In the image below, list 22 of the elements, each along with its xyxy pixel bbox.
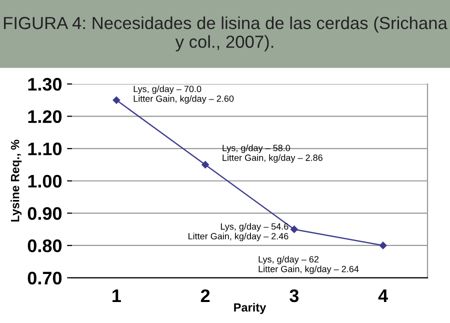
annotation: Lys, g/day – 62 Litter Gain, kg/day – 2.64 [258,256,359,274]
x-tick-label: 1 [112,290,121,302]
point [379,242,387,250]
y-tick-label: 1.30 [28,78,62,91]
annotation: Lys, g/day – 54.6 Litter Gain, kg/day – 2.46 [188,223,288,242]
chart-title: FIGURA 4: Necesidades de lisina de las cerdas (Srichana y col., 2007). [4,16,448,52]
annotation: Lys, g/day – 70.0 Litter Gain, kg/day – 2.60 [134,86,234,104]
point [202,161,209,168]
x-axis-title: Parity [234,302,266,314]
y-tick-label: 0.80 [28,239,62,252]
point [112,96,120,104]
annotation: Lys, g/day – 58.0 Litter Gain, kg/day – 2.86 [222,144,322,163]
y-tick-label: 0.70 [28,272,62,284]
y-tick-label: 1.20 [28,110,62,123]
x-tick-label: 4 [378,290,388,302]
y-tick-label: 1.00 [28,174,62,188]
y-axis-title: Lysine Req., % [10,140,22,222]
y-tick-label: 1.10 [28,142,62,156]
y-tick-label: 0.90 [28,207,62,220]
point [290,226,298,233]
x-tick-label: 3 [290,289,299,302]
x-tick-label: 2 [200,289,210,302]
